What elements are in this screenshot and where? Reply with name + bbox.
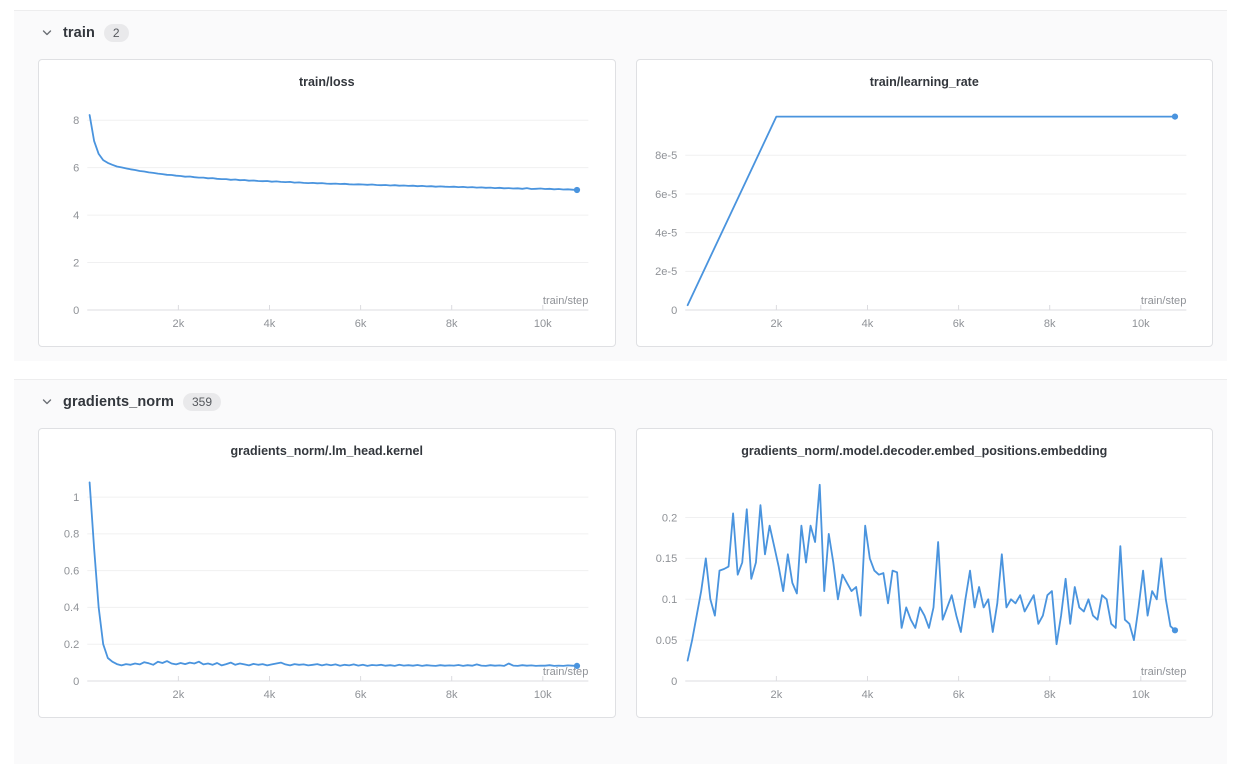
svg-text:8: 8 — [73, 115, 79, 127]
svg-text:0.1: 0.1 — [661, 594, 676, 606]
line-chart-train-learning-rate[interactable]: 0 2e-5 4e-5 6e-5 8e-5 2k 4k 6k 8k 10k train/step — [637, 98, 1213, 342]
svg-text:0: 0 — [73, 305, 79, 317]
section-train: train 2 train/loss 0 2 4 6 8 2k 4k 6k 8k 10k train… — [14, 10, 1227, 361]
chart-title: train/learning_rate — [869, 75, 979, 89]
svg-text:0.4: 0.4 — [64, 602, 79, 614]
svg-text:8k: 8k — [446, 318, 458, 330]
svg-text:0.15: 0.15 — [655, 553, 677, 565]
chart-row: train/loss 0 2 4 6 8 2k 4k 6k 8k 10k train/step tr… — [38, 59, 1213, 347]
svg-text:4e-5: 4e-5 — [655, 227, 677, 239]
svg-text:4k: 4k — [264, 318, 276, 330]
svg-text:train/step: train/step — [543, 666, 588, 678]
svg-text:6k: 6k — [952, 318, 964, 330]
chart-card-lm-head-kernel[interactable]: gradients_norm/.lm_head.kernel 0 0.2 0.4 0.… — [38, 428, 616, 718]
svg-text:4k: 4k — [264, 689, 276, 701]
svg-text:6k: 6k — [355, 318, 367, 330]
chart-row: gradients_norm/.lm_head.kernel 0 0.2 0.4 0.… — [38, 428, 1213, 718]
svg-text:2k: 2k — [770, 689, 782, 701]
svg-text:10k: 10k — [1131, 689, 1149, 701]
svg-text:0.6: 0.6 — [64, 565, 79, 577]
svg-text:0.2: 0.2 — [661, 512, 676, 524]
chart-title: gradients_norm/.lm_head.kernel — [230, 444, 423, 458]
svg-text:4k: 4k — [861, 689, 873, 701]
line-chart-train-loss[interactable]: 0 2 4 6 8 2k 4k 6k 8k 10k train/step — [39, 98, 615, 342]
svg-text:2e-5: 2e-5 — [655, 266, 677, 278]
chart-card-train-loss[interactable]: train/loss 0 2 4 6 8 2k 4k 6k 8k 10k train/step — [38, 59, 616, 347]
svg-text:10k: 10k — [534, 318, 552, 330]
line-chart-embed-positions-embedding[interactable]: 0 0.05 0.1 0.15 0.2 2k 4k 6k 8k 10k train/step — [637, 467, 1213, 713]
section-label: train — [63, 25, 95, 41]
svg-text:2k: 2k — [173, 318, 185, 330]
chevron-down-icon[interactable] — [40, 26, 54, 40]
svg-text:0: 0 — [73, 676, 79, 688]
section-header-train[interactable]: train 2 — [40, 21, 1213, 45]
svg-text:4k: 4k — [861, 318, 873, 330]
svg-text:2: 2 — [73, 257, 79, 269]
svg-text:6k: 6k — [355, 689, 367, 701]
svg-text:4: 4 — [73, 210, 79, 222]
svg-text:6: 6 — [73, 163, 79, 175]
svg-text:0.8: 0.8 — [64, 529, 79, 541]
svg-text:10k: 10k — [534, 689, 552, 701]
chart-title: gradients_norm/.model.decoder.embed_posi… — [741, 444, 1108, 458]
svg-text:8k: 8k — [1043, 318, 1055, 330]
chart-title: train/loss — [298, 75, 355, 89]
svg-text:10k: 10k — [1131, 318, 1149, 330]
svg-text:2k: 2k — [770, 318, 782, 330]
svg-text:train/step: train/step — [543, 295, 588, 307]
section-count-badge: 359 — [182, 393, 222, 411]
svg-text:6k: 6k — [952, 689, 964, 701]
svg-text:2k: 2k — [173, 689, 185, 701]
section-header-gradients-norm[interactable]: gradients_norm 359 — [40, 390, 1213, 414]
section-gradients-norm: gradients_norm 359 gradients_norm/.lm_he… — [14, 379, 1227, 764]
svg-text:0: 0 — [671, 305, 677, 317]
svg-text:train/step: train/step — [1140, 666, 1185, 678]
line-chart-lm-head-kernel[interactable]: 0 0.2 0.4 0.6 0.8 1 2k 4k 6k 8k 10k train/step — [39, 467, 615, 713]
svg-text:8e-5: 8e-5 — [655, 150, 677, 162]
svg-text:8k: 8k — [1043, 689, 1055, 701]
svg-text:train/step: train/step — [1140, 295, 1185, 307]
svg-text:0.2: 0.2 — [64, 639, 79, 651]
svg-text:0.05: 0.05 — [655, 635, 677, 647]
chevron-down-icon[interactable] — [40, 395, 54, 409]
section-count-badge: 2 — [103, 24, 129, 42]
svg-text:1: 1 — [73, 492, 79, 504]
svg-text:8k: 8k — [446, 689, 458, 701]
chart-card-embed-positions-embedding[interactable]: gradients_norm/.model.decoder.embed_posi… — [635, 428, 1213, 718]
section-label: gradients_norm — [63, 394, 174, 410]
chart-card-train-learning-rate[interactable]: train/learning_rate 0 2e-5 4e-5 6e-5 8e-5 2k 4… — [635, 59, 1213, 347]
svg-text:6e-5: 6e-5 — [655, 189, 677, 201]
svg-text:0: 0 — [671, 676, 677, 688]
